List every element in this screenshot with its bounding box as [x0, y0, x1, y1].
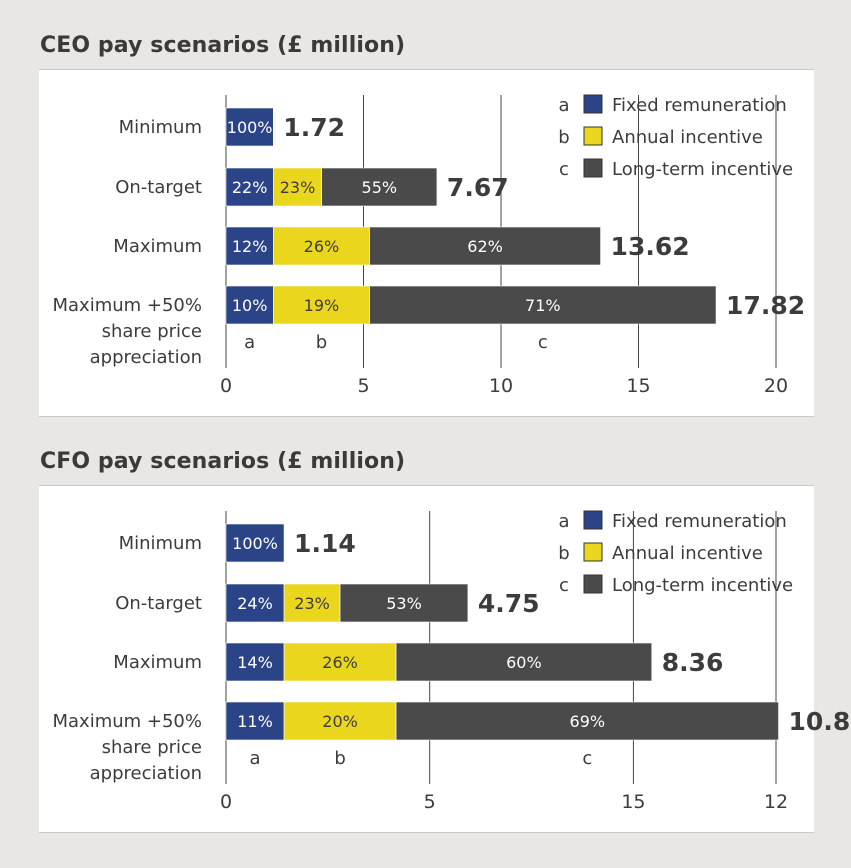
ceo-bar-segment-a [225, 107, 274, 147]
cfo-bar-segment-a [225, 701, 285, 741]
ceo-legend-letter: b [558, 127, 569, 148]
cfo-segment-label: 23% [294, 594, 330, 613]
cfo-total-label: 10.85 [789, 707, 851, 736]
ceo-legend-label: Annual incentive [612, 127, 763, 148]
ceo-tick-label: 0 [220, 375, 232, 397]
cfo-category-label: Minimum [119, 533, 202, 554]
ceo-legend-swatch [583, 126, 603, 146]
cfo-legend-letter: c [559, 575, 569, 596]
cfo-tick-label: 12 [764, 791, 788, 813]
cfo-legend-swatch [583, 510, 603, 530]
ceo-tick-label: 5 [357, 375, 369, 397]
cfo-segment-label: 60% [506, 653, 542, 672]
ceo-bar-segment-b [273, 226, 370, 266]
ceo-total-label: 1.72 [283, 113, 345, 142]
cfo-category-label: On-target [115, 593, 202, 614]
cfo-category-label: share price [102, 737, 202, 758]
cfo-bar-segment-c [339, 583, 469, 623]
ceo-segment-label: 10% [232, 296, 268, 315]
ceo-legend-swatch [583, 94, 603, 114]
cfo-legend-label: Long-term incentive [612, 575, 793, 596]
cfo-bar-segment-a [225, 642, 285, 682]
ceo-segment-label: 19% [304, 296, 340, 315]
ceo-category-label: share price [102, 321, 202, 342]
ceo-bar-segment-c [369, 285, 717, 325]
cfo-bar-segment-b [283, 701, 397, 741]
cfo-segment-label: 53% [386, 594, 422, 613]
cfo-segment-letter: b [334, 748, 345, 769]
ceo-legend-letter: c [559, 159, 569, 180]
ceo-total-label: 7.67 [447, 173, 509, 202]
ceo-tick-label: 10 [489, 375, 513, 397]
ceo-segment-label: 12% [232, 237, 268, 256]
cfo-total-label: 4.75 [478, 589, 540, 618]
cfo-segment-label: 14% [237, 653, 273, 672]
cfo-segment-label: 20% [322, 712, 358, 731]
cfo-tick-label: 5 [424, 791, 436, 813]
ceo-category-label: Maximum +50% [52, 295, 202, 316]
cfo-segment-letter: a [250, 748, 261, 769]
ceo-bar-segment-c [369, 226, 601, 266]
ceo-chart-svg: 0 5 10 15 20 100% 1.72 Minimum 22% 23% 55% 7.67 On-t… [52, 94, 805, 397]
cfo-legend-swatch [583, 542, 603, 562]
ceo-category-label: On-target [115, 177, 202, 198]
ceo-tick-label: 20 [764, 375, 788, 397]
cfo-legend-swatch [583, 574, 603, 594]
ceo-segment-label: 55% [362, 178, 398, 197]
cfo-chart-title: CFO pay scenarios (£ million) [40, 449, 406, 474]
ceo-segment-label: 62% [467, 237, 503, 256]
cfo-legend-label: Fixed remuneration [612, 511, 787, 532]
cfo-total-label: 8.36 [662, 648, 724, 677]
cfo-category-label: Maximum [113, 652, 202, 673]
ceo-legend-label: Long-term incentive [612, 159, 793, 180]
ceo-segment-letter: b [316, 332, 327, 353]
ceo-bar-segment-b [273, 167, 323, 207]
ceo-bar-segment-b [273, 285, 370, 325]
ceo-tick-label: 15 [626, 375, 650, 397]
ceo-bar-segment-a [225, 167, 274, 207]
cfo-total-label: 1.14 [294, 529, 356, 558]
cfo-legend-letter: a [558, 511, 569, 532]
ceo-segment-label: 22% [232, 178, 268, 197]
ceo-category-label: Maximum [113, 236, 202, 257]
ceo-bar-segment-a [225, 285, 274, 325]
ceo-bar-segment-c [321, 167, 438, 207]
ceo-segment-letter: c [538, 332, 548, 353]
cfo-category-label: Maximum +50% [52, 711, 202, 732]
ceo-total-label: 17.82 [726, 291, 805, 320]
ceo-legend-letter: a [558, 95, 569, 116]
ceo-legend-swatch [583, 158, 603, 178]
ceo-legend-label: Fixed remuneration [612, 95, 787, 116]
ceo-chart-title: CEO pay scenarios (£ million) [40, 33, 406, 58]
cfo-legend-label: Annual incentive [612, 543, 763, 564]
cfo-segment-label: 11% [237, 712, 273, 731]
ceo-bar-segment-a [225, 226, 274, 266]
ceo-chart-panel: 0 5 10 15 20 100% 1.72 Minimum 22% 23% 55% 7.67 On-t… [39, 69, 814, 417]
ceo-segment-label: 71% [525, 296, 561, 315]
cfo-segment-label: 69% [570, 712, 606, 731]
cfo-chart-svg: 0 5 15 12 100% 1.14 Minimum 24% 23% 53% 4.75 On-tar… [52, 510, 851, 813]
cfo-bar-segment-c [395, 642, 653, 682]
cfo-bar-segment-a [225, 523, 285, 563]
ceo-segment-letter: a [244, 332, 255, 353]
cfo-segment-label: 100% [232, 534, 278, 553]
ceo-segment-label: 26% [304, 237, 340, 256]
cfo-category-label: appreciation [90, 763, 202, 784]
cfo-tick-label: 15 [621, 791, 645, 813]
ceo-segment-label: 100% [227, 118, 273, 137]
cfo-segment-label: 26% [322, 653, 358, 672]
cfo-segment-label: 24% [237, 594, 273, 613]
ceo-total-label: 13.62 [611, 232, 690, 261]
cfo-bar-segment-b [283, 642, 397, 682]
cfo-bar-segment-c [395, 701, 779, 741]
cfo-legend-letter: b [558, 543, 569, 564]
ceo-category-label: appreciation [90, 347, 202, 368]
cfo-tick-label: 0 [220, 791, 232, 813]
cfo-chart-panel: 0 5 15 12 100% 1.14 Minimum 24% 23% 53% 4.75 On-tar… [39, 485, 851, 833]
cfo-bar-segment-b [283, 583, 341, 623]
ceo-category-label: Minimum [119, 117, 202, 138]
ceo-segment-label: 23% [280, 178, 316, 197]
cfo-segment-letter: c [582, 748, 592, 769]
